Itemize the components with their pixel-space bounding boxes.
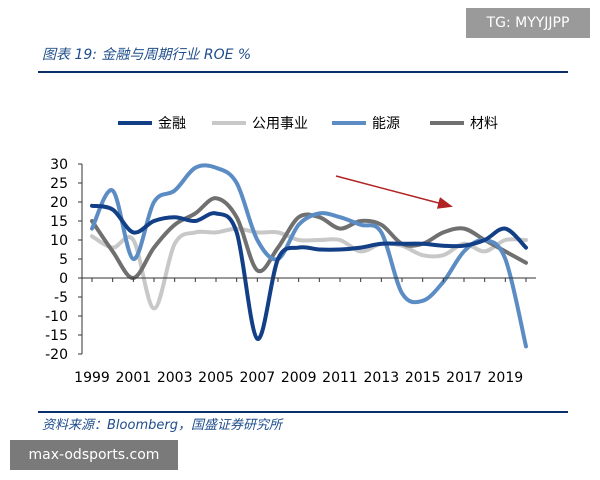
x-tick-label: 2007 — [240, 370, 276, 386]
site-banner: max-odsports.com — [10, 440, 178, 470]
y-tick-label: 0 — [59, 271, 68, 287]
x-tick-label: 1999 — [74, 370, 110, 386]
y-tick-label: 10 — [50, 233, 68, 249]
trend-arrow — [335, 175, 453, 209]
y-tick-label: 15 — [50, 214, 68, 230]
y-tick-label: 5 — [59, 252, 68, 268]
y-tick-label: 25 — [50, 176, 68, 192]
x-tick-label: 2015 — [405, 370, 441, 386]
trend-arrow-line — [335, 175, 453, 209]
x-tick-label: 2017 — [446, 370, 482, 386]
chart-legend: 金融 公用事业 能源 材料 — [118, 116, 498, 132]
bottom-rule — [38, 411, 568, 413]
x-tick-label: 2009 — [281, 370, 317, 386]
series-line-0 — [90, 203, 528, 341]
x-axis: 1999 2001 2003 2005 2007 2009 2011 2013 2015 2017… — [74, 277, 536, 386]
source-note: 资料来源：Bloomberg，国盛证券研究所 — [42, 418, 282, 433]
series-line-1 — [90, 226, 528, 311]
legend-label: 公用事业 — [252, 116, 308, 132]
y-tick-label: -20 — [45, 347, 68, 363]
y-tick-label: -5 — [54, 290, 68, 306]
series-line-2 — [90, 163, 528, 349]
series-layer — [90, 163, 528, 349]
x-tick-label: 2019 — [488, 370, 524, 386]
x-tick-label: 2005 — [198, 370, 234, 386]
y-axis: -20 -15 -10 -5 0 5 10 15 20 25 30 — [45, 157, 83, 363]
x-tick-label: 2001 — [116, 370, 152, 386]
x-tick-label: 2013 — [364, 370, 400, 386]
y-tick-label: -10 — [45, 309, 68, 325]
legend-label: 能源 — [372, 116, 400, 132]
y-tick-label: 20 — [50, 195, 68, 211]
series-line-3 — [90, 196, 528, 280]
x-tick-label: 2011 — [322, 370, 358, 386]
figure-title: 图表 19: 金融与周期行业 ROE % — [42, 47, 252, 63]
legend-label: 金融 — [158, 116, 186, 132]
legend-label: 材料 — [470, 116, 498, 132]
x-tick-label: 2003 — [157, 370, 193, 386]
y-tick-label: -15 — [45, 328, 68, 344]
roe-line-chart: 金融 公用事业 能源 材料 -20 -15 -10 -5 0 5 10 15 20 25 30 1999 2… — [45, 116, 536, 386]
y-tick-label: 30 — [50, 157, 68, 173]
watermark-badge: TG: MYYJJPP — [466, 8, 590, 38]
top-rule — [38, 71, 568, 73]
